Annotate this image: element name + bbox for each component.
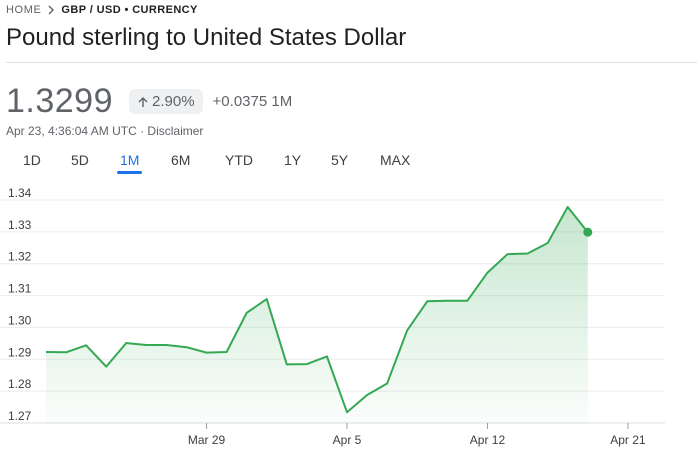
chevron-right-icon (48, 5, 55, 15)
tab-1d[interactable]: 1D (23, 152, 41, 168)
timestamp-separator: · (140, 124, 148, 138)
price-area-fill (46, 207, 588, 423)
page-title: Pound sterling to United States Dollar (6, 24, 407, 51)
x-tick-label: Apr 21 (610, 433, 646, 447)
y-tick-label: 1.30 (8, 313, 32, 327)
current-price: 1.3299 (6, 82, 113, 120)
header-divider (6, 62, 697, 63)
price-line (45, 206, 589, 414)
tab-6m[interactable]: 6M (171, 152, 191, 168)
y-tick-label: 1.27 (8, 409, 32, 423)
disclaimer-link[interactable]: Disclaimer (147, 124, 204, 138)
y-tick-label: 1.33 (8, 218, 32, 232)
timestamp-row: Apr 23, 4:36:04 AM UTC · Disclaimer (6, 124, 203, 138)
change-percent-badge: 2.90% (129, 89, 203, 114)
y-tick-label: 1.32 (8, 250, 32, 264)
tab-ytd[interactable]: YTD (225, 152, 253, 168)
x-tick-label: Mar 29 (188, 433, 226, 447)
x-tick-label: Apr 5 (333, 433, 362, 447)
tab-5d[interactable]: 5D (71, 152, 89, 168)
breadcrumb-current: GBP / USD • CURRENCY (61, 4, 198, 16)
price-chart[interactable]: 1.34 1.33 1.32 1.31 1.30 1.29 1.28 1.27 Mar 29 A… (0, 180, 697, 458)
tab-1m[interactable]: 1M (116, 152, 143, 174)
change-percent-value: 2.90% (152, 93, 195, 110)
price-row: 1.3299 2.90% +0.0375 1M (6, 82, 292, 121)
y-tick-label: 1.34 (8, 186, 32, 200)
arrow-up-icon (138, 96, 148, 107)
change-absolute: +0.0375 1M (212, 93, 293, 110)
tab-1y[interactable]: 1Y (284, 152, 302, 168)
y-tick-label: 1.31 (8, 282, 32, 296)
breadcrumb: HOME GBP / USD • CURRENCY (6, 4, 198, 16)
y-tick-label: 1.29 (8, 345, 32, 359)
timestamp: Apr 23, 4:36:04 AM UTC (6, 124, 137, 138)
x-tick-label: Apr 12 (470, 433, 506, 447)
latest-price-point (583, 227, 593, 237)
y-tick-label: 1.28 (8, 377, 32, 391)
breadcrumb-home-link[interactable]: HOME (6, 4, 42, 16)
tab-5y[interactable]: 5Y (331, 152, 349, 168)
tab-max[interactable]: MAX (380, 152, 411, 168)
